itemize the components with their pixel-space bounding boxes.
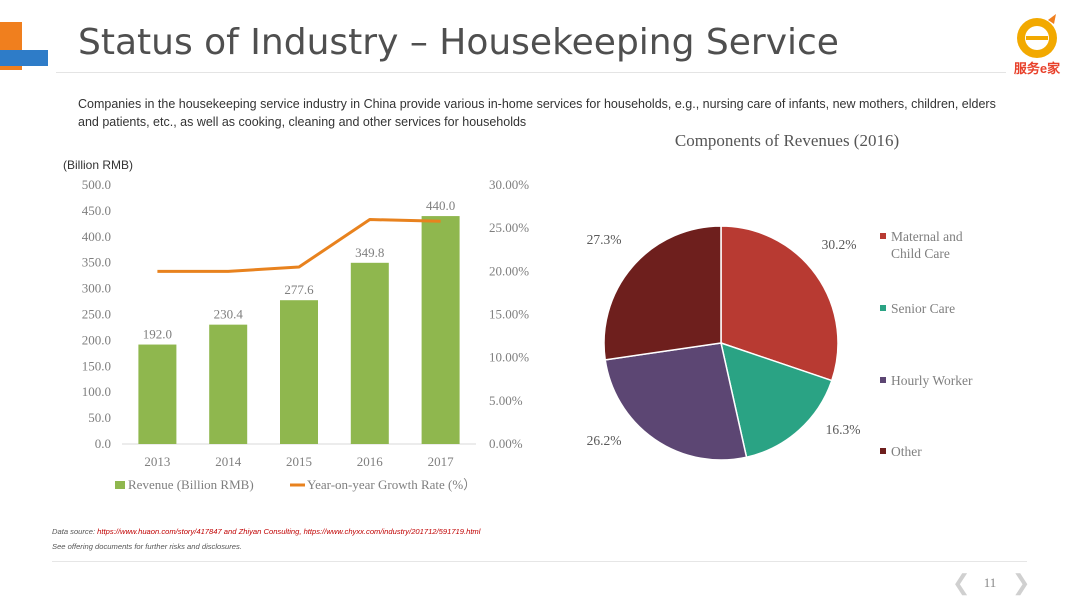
- revenue-bar: [421, 216, 460, 444]
- x-axis-tick-label: 2017: [428, 454, 455, 469]
- pie-slice: [720, 225, 839, 382]
- right-axis-tick-label: 20.00%: [489, 263, 529, 278]
- right-axis-tick-label: 0.00%: [489, 436, 523, 451]
- brand-logo-icon: [1017, 14, 1057, 58]
- pie-legend-label: Other: [891, 444, 922, 459]
- left-axis-tick-label: 100.0: [82, 384, 111, 399]
- bar-chart-unit-label: (Billion RMB): [63, 158, 133, 172]
- left-axis-tick-label: 50.0: [88, 410, 111, 425]
- left-axis-tick-label: 200.0: [82, 332, 111, 347]
- title-divider: [56, 72, 1006, 73]
- footer-divider: [52, 561, 1027, 562]
- right-axis-tick-label: 5.00%: [489, 393, 523, 408]
- legend-label-growth: Year-on-year Growth Rate (%）: [307, 477, 476, 492]
- legend-label-revenue: Revenue (Billion RMB): [128, 477, 254, 492]
- right-axis-tick-label: 10.00%: [489, 350, 529, 365]
- x-axis-tick-label: 2014: [215, 454, 242, 469]
- revenue-data-labels: 192.0 230.4 277.6 349.8 440.0: [143, 198, 455, 341]
- pie-slice-label: 30.2%: [822, 237, 857, 252]
- left-axis-tick-label: 400.0: [82, 229, 111, 244]
- pie-slice-label: 16.3%: [826, 422, 861, 437]
- corner-accent-blue: [0, 50, 48, 66]
- left-axis-tick-label: 250.0: [82, 307, 111, 322]
- pie-legend-swatch: [880, 305, 886, 311]
- page-title: Status of Industry – Housekeeping Servic…: [78, 22, 839, 63]
- left-axis-tick-label: 450.0: [82, 203, 111, 218]
- pie-slice-label: 26.2%: [587, 433, 622, 448]
- pie-legend-label: Hourly Worker: [891, 373, 973, 388]
- revenue-bar: [350, 262, 389, 444]
- revenue-bar: [138, 344, 177, 444]
- pie-legend-label: Senior Care: [891, 301, 955, 316]
- data-source-note: Data source: https://www.huaon.com/story…: [52, 527, 480, 536]
- left-axis-tick-label: 300.0: [82, 281, 111, 296]
- pie-chart-legend: Maternal and Child Care Senior Care Hourly …: [880, 229, 973, 459]
- pie-legend-swatch: [880, 448, 886, 454]
- left-axis-tick-label: 0.0: [95, 436, 111, 451]
- growth-rate-line-group: [157, 218, 441, 273]
- previous-page-icon[interactable]: ❮: [952, 570, 971, 595]
- disclaimer-note: See offering documents for further risks…: [52, 542, 242, 551]
- pie-data-labels: 30.2% 16.3% 26.2% 27.3%: [587, 232, 861, 448]
- pie-slice: [604, 342, 748, 461]
- pie-legend-swatch: [880, 377, 886, 383]
- revenue-data-label: 349.8: [355, 245, 384, 260]
- pie-slice: [603, 225, 722, 361]
- left-axis-ticks: 0.0 50.0 100.0 150.0 200.0 250.0 300.0 350.0 400…: [82, 177, 111, 451]
- pie-legend-label: Child Care: [891, 246, 950, 261]
- revenue-bar: [280, 300, 318, 444]
- x-axis-tick-label: 2013: [144, 454, 170, 469]
- page-number: 11: [983, 575, 997, 590]
- pie-legend-label: Maternal and: [891, 229, 963, 244]
- revenue-data-label: 192.0: [143, 327, 172, 342]
- intro-paragraph: Companies in the housekeeping service in…: [78, 97, 996, 129]
- x-axis-tick-label: 2016: [357, 454, 384, 469]
- revenue-bars: [138, 216, 460, 444]
- right-axis-tick-label: 25.00%: [489, 220, 529, 235]
- growth-rate-line: [157, 218, 441, 273]
- pie-chart-title: Components of Revenues (2016): [675, 131, 899, 150]
- right-axis-ticks: 0.00% 5.00% 10.00% 15.00% 20.00% 25.00% 30.00%: [489, 177, 529, 451]
- x-axis-ticks: 2013 2014 2015 2016 2017: [144, 454, 454, 469]
- right-axis-tick-label: 15.00%: [489, 307, 529, 322]
- left-axis-tick-label: 350.0: [82, 255, 111, 270]
- revenue-bar: [209, 324, 248, 444]
- revenue-data-label: 440.0: [426, 198, 455, 213]
- right-axis-tick-label: 30.00%: [489, 177, 529, 192]
- left-axis-tick-label: 500.0: [82, 177, 111, 192]
- brand-logo-text: 服务e家: [1013, 61, 1061, 76]
- pie-slice: [719, 341, 833, 459]
- data-source-links[interactable]: https://www.huaon.com/story/417847 and Z…: [97, 527, 481, 536]
- pie-legend-swatch: [880, 233, 886, 239]
- revenue-data-label: 277.6: [284, 282, 314, 297]
- legend-swatch-revenue: [115, 481, 125, 489]
- pie-slice-label: 27.3%: [587, 232, 622, 247]
- pie-chart: [603, 225, 839, 461]
- next-page-icon[interactable]: ❯: [1012, 570, 1031, 595]
- revenue-data-label: 230.4: [214, 307, 244, 322]
- x-axis-tick-label: 2015: [286, 454, 312, 469]
- bar-chart-legend: Revenue (Billion RMB) Year-on-year Growth…: [115, 477, 476, 492]
- data-source-prefix: Data source:: [52, 527, 98, 536]
- left-axis-tick-label: 150.0: [82, 358, 111, 373]
